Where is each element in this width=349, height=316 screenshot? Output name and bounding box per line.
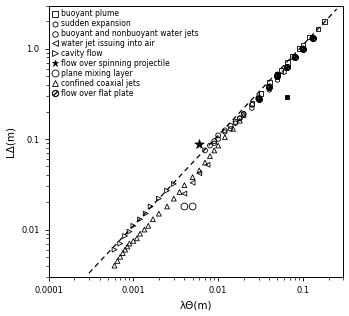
Point	[211, 141, 217, 146]
Point	[215, 143, 221, 148]
Point	[181, 183, 187, 188]
Point	[300, 46, 306, 51]
Point	[230, 126, 236, 131]
Point	[202, 148, 208, 153]
Point	[137, 231, 143, 236]
Point	[222, 128, 228, 133]
Point	[143, 211, 149, 216]
Point	[322, 19, 327, 24]
Point	[241, 112, 246, 117]
Point	[228, 123, 233, 128]
Point	[190, 204, 195, 209]
Point	[137, 217, 143, 222]
Point	[256, 95, 261, 100]
Point	[307, 34, 312, 40]
Point	[281, 70, 287, 75]
Legend: buoyant plume, sudden expansion, buoyant and nonbuoyant water jets, water jet is: buoyant plume, sudden expansion, buoyant…	[51, 8, 200, 99]
X-axis label: λΘ(m): λΘ(m)	[180, 301, 212, 310]
Point	[156, 196, 162, 201]
Point	[142, 227, 147, 232]
Point	[266, 84, 272, 89]
Point	[266, 84, 272, 89]
Point	[131, 238, 136, 243]
Point	[222, 130, 228, 135]
Point	[148, 204, 154, 209]
Point	[207, 143, 213, 148]
Point	[233, 121, 238, 126]
Point	[296, 46, 302, 51]
Point	[258, 91, 264, 96]
Point	[278, 68, 284, 73]
Point	[215, 133, 221, 138]
Point	[196, 142, 202, 147]
Point	[211, 148, 217, 153]
Point	[249, 100, 255, 106]
Point	[127, 229, 132, 234]
Point	[207, 154, 213, 159]
Point	[292, 55, 298, 60]
Point	[164, 204, 170, 209]
Point	[164, 188, 170, 193]
Point	[122, 247, 128, 252]
Point	[117, 254, 123, 259]
Point	[310, 36, 315, 41]
Point	[181, 204, 187, 209]
Point	[181, 191, 187, 196]
Point	[284, 95, 290, 100]
Point	[284, 60, 290, 65]
Point	[266, 80, 272, 85]
Point	[241, 112, 246, 118]
Point	[190, 175, 195, 180]
Point	[215, 137, 221, 142]
Point	[256, 96, 261, 101]
Point	[146, 223, 151, 228]
Point	[241, 112, 246, 117]
Point	[202, 160, 208, 165]
Point	[300, 42, 306, 47]
Point	[290, 54, 295, 59]
Point	[222, 135, 228, 140]
Point	[171, 181, 177, 186]
Y-axis label: LΔ(m): LΔ(m)	[6, 126, 16, 157]
Point	[171, 196, 177, 201]
Point	[112, 247, 117, 252]
Point	[237, 118, 243, 123]
Point	[275, 77, 280, 82]
Point	[150, 217, 156, 222]
Point	[117, 241, 123, 246]
Point	[237, 116, 243, 121]
Point	[177, 190, 182, 195]
Point	[249, 102, 255, 107]
Point	[275, 73, 280, 78]
Point	[134, 236, 140, 241]
Point	[131, 223, 136, 228]
Point	[211, 139, 217, 144]
Point	[112, 263, 117, 268]
Point	[249, 106, 255, 111]
Point	[266, 88, 272, 93]
Point	[233, 119, 238, 125]
Point	[205, 162, 210, 167]
Point	[284, 65, 290, 70]
Point	[228, 126, 233, 131]
Point	[196, 168, 202, 173]
Point	[196, 171, 202, 176]
Point	[256, 96, 261, 101]
Point	[122, 234, 128, 239]
Point	[115, 258, 120, 264]
Point	[237, 116, 243, 121]
Point	[275, 72, 280, 77]
Point	[127, 241, 132, 246]
Point	[190, 180, 195, 185]
Point	[156, 211, 162, 216]
Point	[125, 244, 130, 249]
Point	[120, 251, 126, 256]
Point	[315, 27, 321, 32]
